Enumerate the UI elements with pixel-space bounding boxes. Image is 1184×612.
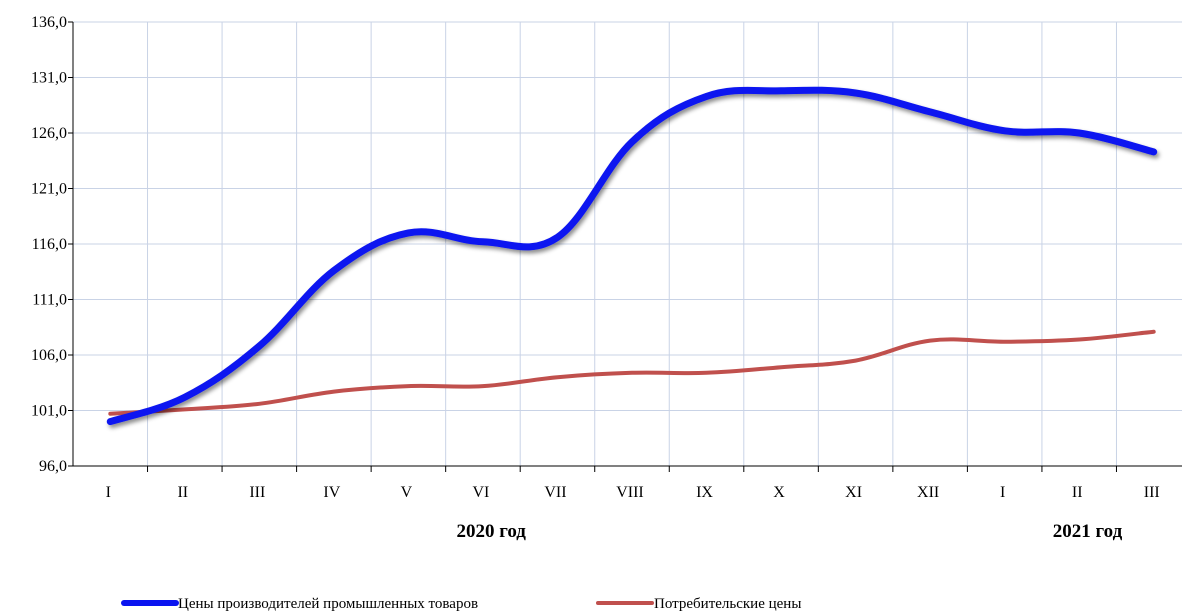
- x-tick-label: II: [1072, 484, 1083, 501]
- x-tick-label: I: [106, 484, 111, 501]
- y-tick-label: 116,0: [32, 236, 67, 253]
- y-tick-label: 96,0: [39, 458, 67, 475]
- legend: Цены производителей промышленных товаров…: [121, 596, 801, 612]
- y-tick-label: 106,0: [31, 347, 67, 364]
- axis-labels: 96,0 101,0 106,0 111,0 116,0 121,0 126,0 131,0 1…: [31, 14, 1160, 542]
- legend-label: Потребительские цены: [654, 596, 801, 612]
- series-line-consumer-prices: [108, 329, 1156, 416]
- x-tick-label: II: [177, 484, 188, 501]
- x-tick-label: III: [1144, 484, 1160, 501]
- x-tick-label: XII: [917, 484, 939, 501]
- y-tick-label: 111,0: [32, 292, 67, 309]
- x-tick-label: VI: [472, 484, 489, 501]
- series-lines: [106, 86, 1158, 426]
- series-line-producer-prices: [106, 86, 1158, 426]
- y-tick-label: 121,0: [31, 181, 67, 198]
- x-tick-label: IX: [696, 484, 713, 501]
- year-label: 2021 год: [1053, 521, 1123, 542]
- y-tick-label: 101,0: [31, 403, 67, 420]
- axes: [68, 21, 1182, 472]
- legend-label: Цены производителей промышленных товаров: [178, 596, 478, 612]
- y-tick-label: 136,0: [31, 14, 67, 31]
- x-tick-label: I: [1000, 484, 1005, 501]
- x-tick-label: VII: [544, 484, 566, 501]
- year-label: 2020 год: [456, 521, 526, 542]
- x-tick-label: VIII: [616, 484, 644, 501]
- x-tick-label: XI: [845, 484, 862, 501]
- x-tick-label: III: [249, 484, 265, 501]
- grid: [73, 21, 1182, 466]
- y-tick-label: 126,0: [31, 125, 67, 142]
- x-tick-label: V: [401, 484, 413, 501]
- x-tick-label: X: [773, 484, 785, 501]
- y-tick-label: 131,0: [31, 70, 67, 87]
- x-tick-label: IV: [323, 484, 340, 501]
